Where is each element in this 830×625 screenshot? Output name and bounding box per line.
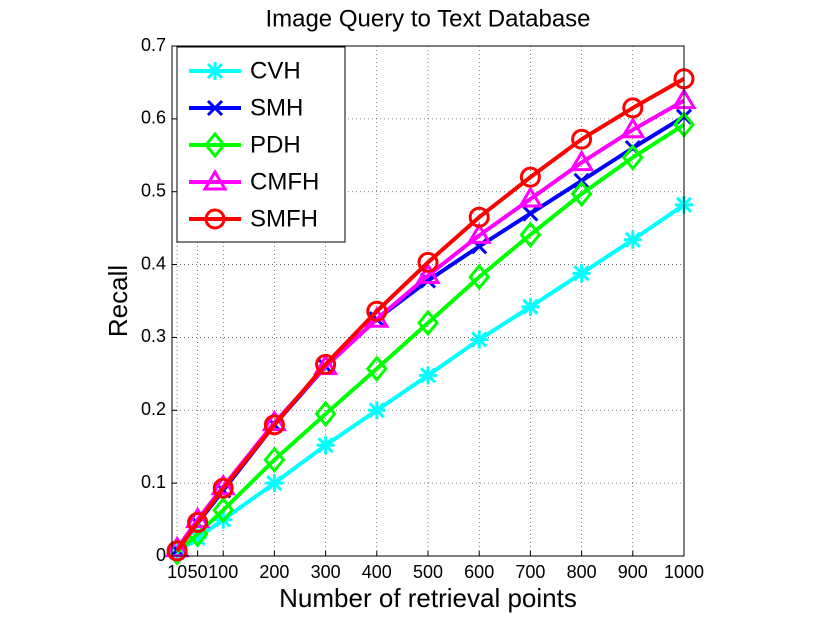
marker — [210, 473, 236, 496]
x-axis-label: Number of retrieval points — [279, 583, 577, 613]
marker — [522, 205, 539, 222]
x-tick-label: 400 — [362, 562, 392, 582]
legend-label: SMFH — [250, 205, 318, 232]
y-axis-label: Recall — [103, 265, 133, 337]
marker — [466, 222, 492, 244]
marker — [623, 230, 642, 249]
marker — [470, 330, 489, 349]
marker — [206, 99, 224, 117]
x-tick-label: 200 — [259, 562, 289, 582]
marker — [620, 116, 646, 139]
marker — [265, 474, 284, 493]
marker — [367, 401, 386, 420]
x-tick-label: 800 — [567, 562, 597, 582]
marker — [521, 297, 540, 316]
marker — [202, 169, 228, 191]
marker — [366, 300, 388, 322]
x-tick-label: 100 — [208, 562, 238, 582]
marker — [315, 353, 337, 375]
y-tick-label: 0 — [156, 545, 166, 565]
y-tick-label: 0.7 — [141, 35, 166, 55]
marker — [519, 166, 541, 188]
marker — [204, 208, 226, 230]
y-tick-label: 0.6 — [141, 108, 166, 128]
marker — [468, 263, 491, 291]
x-tick-label: 700 — [515, 562, 545, 582]
marker — [468, 206, 490, 228]
legend-label: PDH — [250, 131, 301, 158]
marker — [415, 262, 441, 284]
chart-title: Image Query to Text Database — [265, 5, 590, 32]
marker — [571, 128, 593, 150]
marker — [419, 366, 437, 385]
marker — [417, 309, 439, 337]
x-tick-label: 600 — [464, 562, 494, 582]
marker — [517, 186, 544, 208]
marker — [365, 355, 388, 383]
legend: CVH SMH PDH CMFH SMFH — [176, 46, 346, 243]
marker — [212, 477, 234, 499]
y-tick-label: 0.2 — [141, 399, 166, 419]
marker — [621, 144, 644, 171]
marker — [316, 436, 335, 455]
marker — [314, 400, 337, 428]
legend-label: SMH — [250, 94, 303, 121]
legend-label: CMFH — [250, 168, 319, 195]
marker — [570, 180, 593, 208]
marker — [417, 251, 439, 273]
legend-label: CVH — [250, 57, 301, 84]
marker — [187, 511, 209, 533]
axes-frame — [171, 45, 685, 557]
plot-area — [164, 68, 697, 566]
y-tick-label: 0.5 — [141, 180, 166, 200]
marker — [166, 540, 188, 562]
marker — [206, 62, 224, 80]
y-tick-label: 0.1 — [141, 472, 166, 492]
y-tick-label: 0.3 — [141, 326, 166, 346]
x-tick-label: 500 — [413, 562, 443, 582]
x-tick-label: 50 — [188, 562, 208, 582]
marker — [204, 131, 226, 159]
marker — [212, 496, 235, 524]
marker — [519, 221, 542, 249]
x-tick-label: 1000 — [664, 562, 704, 582]
x-tick-label: 900 — [618, 562, 648, 582]
marker — [188, 528, 207, 547]
x-tick-label: 300 — [311, 562, 341, 582]
marker — [568, 149, 595, 172]
x-tick-label: 10 — [167, 562, 187, 582]
marker — [263, 446, 286, 474]
marker — [572, 264, 591, 283]
y-tick-label: 0.4 — [141, 253, 166, 273]
marker — [263, 414, 285, 436]
marker — [622, 97, 644, 119]
